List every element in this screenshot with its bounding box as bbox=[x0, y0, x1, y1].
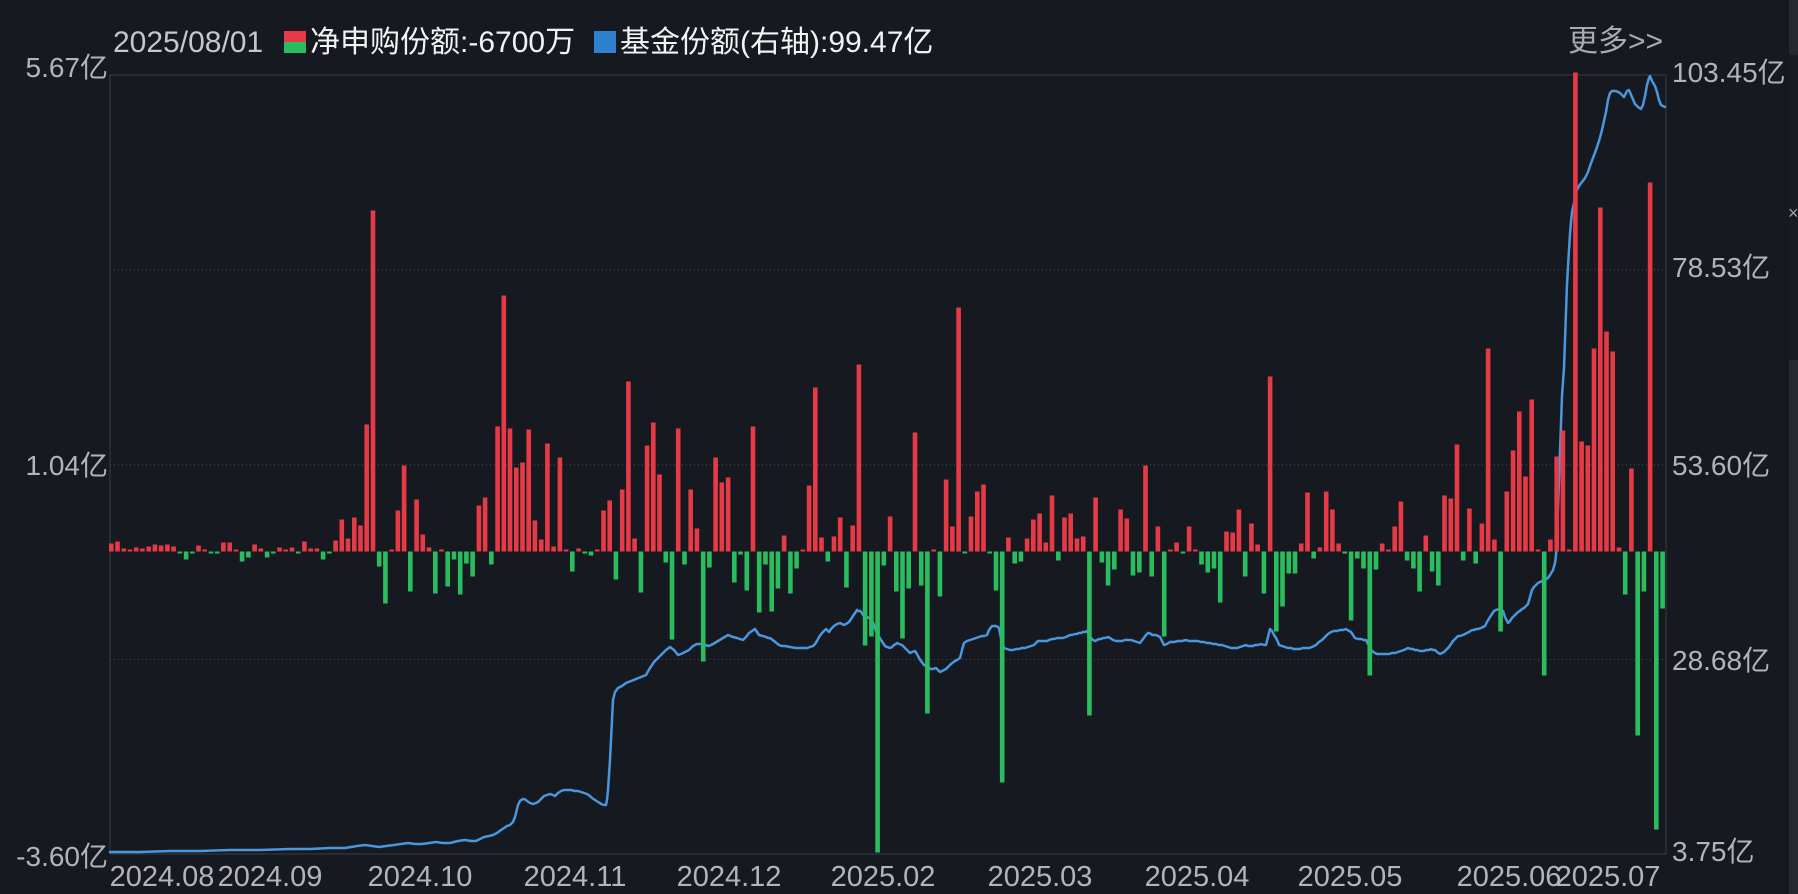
svg-text:103.45亿: 103.45亿 bbox=[1672, 57, 1786, 88]
svg-text:2025.04: 2025.04 bbox=[1145, 861, 1250, 893]
svg-text:净申购份额:-6700万: 净申购份额:-6700万 bbox=[310, 26, 575, 59]
svg-text:5.67亿: 5.67亿 bbox=[26, 52, 109, 83]
svg-text:2024.09: 2024.09 bbox=[218, 861, 323, 893]
svg-text:2025.07: 2025.07 bbox=[1556, 861, 1661, 893]
svg-text:×: × bbox=[1788, 203, 1798, 223]
svg-text:2025/08/01: 2025/08/01 bbox=[113, 26, 263, 59]
svg-text:3.75亿: 3.75亿 bbox=[1672, 836, 1755, 867]
svg-text:更多>>: 更多>> bbox=[1568, 25, 1663, 58]
svg-text:53.60亿: 53.60亿 bbox=[1672, 450, 1770, 481]
svg-text:78.53亿: 78.53亿 bbox=[1672, 252, 1770, 283]
svg-text:2025.06: 2025.06 bbox=[1457, 861, 1562, 893]
svg-text:2024.10: 2024.10 bbox=[368, 861, 473, 893]
svg-text:2024.11: 2024.11 bbox=[524, 861, 627, 893]
svg-text:2025.05: 2025.05 bbox=[1298, 861, 1403, 893]
svg-text:2024.08: 2024.08 bbox=[110, 861, 215, 893]
svg-text:28.68亿: 28.68亿 bbox=[1672, 645, 1770, 676]
svg-text:2025.02: 2025.02 bbox=[831, 861, 936, 893]
svg-text:2025.03: 2025.03 bbox=[988, 861, 1093, 893]
svg-text:2024.12: 2024.12 bbox=[677, 861, 782, 893]
svg-text:基金份额(右轴):99.47亿: 基金份额(右轴):99.47亿 bbox=[620, 26, 933, 59]
svg-text:1.04亿: 1.04亿 bbox=[26, 450, 109, 481]
svg-text:-3.60亿: -3.60亿 bbox=[16, 841, 108, 872]
